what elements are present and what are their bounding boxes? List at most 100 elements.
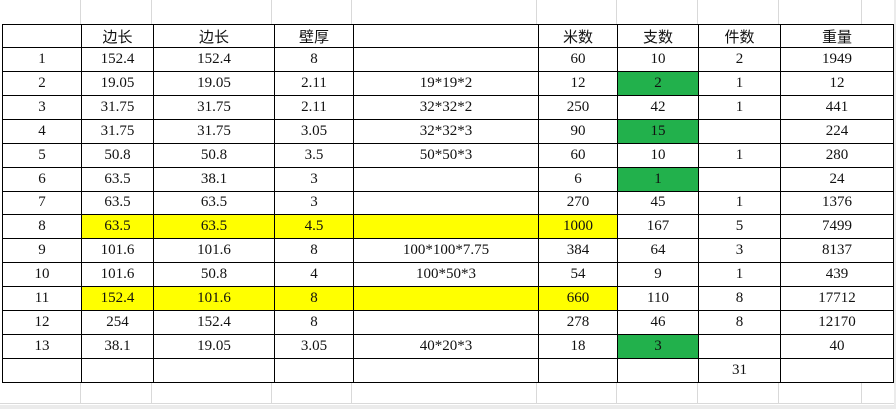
- table-cell[interactable]: 31.75: [81, 118, 154, 144]
- table-cell[interactable]: 254: [81, 310, 154, 336]
- table-cell[interactable]: 384: [538, 238, 618, 264]
- table-cell[interactable]: [353, 166, 539, 192]
- table-cell[interactable]: 8: [274, 310, 354, 336]
- table-cell[interactable]: 63.5: [153, 190, 275, 216]
- table-cell[interactable]: 8: [274, 286, 354, 312]
- table-cell[interactable]: 12: [780, 70, 894, 96]
- table-cell[interactable]: 278: [538, 310, 618, 336]
- table-cell[interactable]: 6: [538, 166, 618, 192]
- header-cell-bundles[interactable]: 件数: [698, 24, 781, 48]
- table-cell[interactable]: 63.5: [81, 214, 154, 240]
- table-cell[interactable]: 3: [698, 238, 781, 264]
- table-cell[interactable]: 167: [617, 214, 699, 240]
- table-cell[interactable]: 152.4: [81, 47, 154, 72]
- table-cell[interactable]: 2: [617, 70, 699, 96]
- table-cell[interactable]: 660: [538, 286, 618, 312]
- table-cell[interactable]: 1376: [780, 190, 894, 216]
- table-cell[interactable]: 45: [617, 190, 699, 216]
- table-cell[interactable]: 5: [698, 214, 781, 240]
- table-cell[interactable]: 90: [538, 118, 618, 144]
- table-cell[interactable]: 31.75: [153, 94, 275, 120]
- table-cell[interactable]: 64: [617, 238, 699, 264]
- table-cell[interactable]: 8: [274, 238, 354, 264]
- table-cell[interactable]: 54: [538, 262, 618, 288]
- table-cell[interactable]: 3: [274, 166, 354, 192]
- table-cell[interactable]: 1: [698, 262, 781, 288]
- table-cell[interactable]: [274, 357, 354, 384]
- table-cell[interactable]: 32*32*3: [353, 118, 539, 144]
- table-cell[interactable]: 31: [698, 357, 781, 384]
- row-number-cell[interactable]: 4: [2, 118, 82, 144]
- row-number-cell[interactable]: 6: [2, 166, 82, 192]
- table-cell[interactable]: 1000: [538, 214, 618, 240]
- table-cell[interactable]: 441: [780, 94, 894, 120]
- table-cell[interactable]: 3.05: [274, 334, 354, 359]
- table-cell[interactable]: 17712: [780, 286, 894, 312]
- table-cell[interactable]: 40*20*3: [353, 334, 539, 359]
- table-cell[interactable]: 15: [617, 118, 699, 144]
- table-cell[interactable]: 38.1: [81, 334, 154, 359]
- table-cell[interactable]: [698, 334, 781, 359]
- table-cell[interactable]: 3.05: [274, 118, 354, 144]
- table-cell[interactable]: [353, 357, 539, 384]
- table-cell[interactable]: 101.6: [81, 262, 154, 288]
- table-cell[interactable]: 60: [538, 142, 618, 168]
- table-cell[interactable]: 101.6: [153, 286, 275, 312]
- table-cell[interactable]: 152.4: [153, 310, 275, 336]
- table-cell[interactable]: 101.6: [153, 238, 275, 264]
- header-cell-side-a[interactable]: 边长: [81, 24, 154, 48]
- table-cell[interactable]: 1: [698, 70, 781, 96]
- table-cell[interactable]: [353, 47, 539, 72]
- table-cell[interactable]: [780, 357, 894, 384]
- table-cell[interactable]: 31.75: [153, 118, 275, 144]
- table-cell[interactable]: 40: [780, 334, 894, 359]
- table-cell[interactable]: 250: [538, 94, 618, 120]
- row-number-cell[interactable]: 13: [2, 334, 82, 359]
- header-cell-pieces[interactable]: 支数: [617, 24, 699, 48]
- table-cell[interactable]: 10: [617, 142, 699, 168]
- table-cell[interactable]: 9: [617, 262, 699, 288]
- table-cell[interactable]: 31.75: [81, 94, 154, 120]
- table-cell[interactable]: 8137: [780, 238, 894, 264]
- row-number-cell[interactable]: 2: [2, 70, 82, 96]
- table-cell[interactable]: 152.4: [81, 286, 154, 312]
- table-cell[interactable]: [353, 214, 539, 240]
- table-cell[interactable]: 3.5: [274, 142, 354, 168]
- table-cell[interactable]: [353, 190, 539, 216]
- table-cell[interactable]: 24: [780, 166, 894, 192]
- table-cell[interactable]: 38.1: [153, 166, 275, 192]
- table-cell[interactable]: 19.05: [153, 334, 275, 359]
- table-cell[interactable]: [538, 357, 618, 384]
- table-cell[interactable]: 100*50*3: [353, 262, 539, 288]
- table-cell[interactable]: 42: [617, 94, 699, 120]
- table-cell[interactable]: 50.8: [153, 142, 275, 168]
- table-cell[interactable]: 19*19*2: [353, 70, 539, 96]
- table-cell[interactable]: 63.5: [153, 214, 275, 240]
- table-cell[interactable]: 19.05: [153, 70, 275, 96]
- table-cell[interactable]: 60: [538, 47, 618, 72]
- table-cell[interactable]: 4.5: [274, 214, 354, 240]
- table-cell[interactable]: 50.8: [81, 142, 154, 168]
- row-number-cell[interactable]: 7: [2, 190, 82, 216]
- table-cell[interactable]: [698, 118, 781, 144]
- row-number-cell[interactable]: [2, 357, 82, 384]
- table-cell[interactable]: 110: [617, 286, 699, 312]
- table-cell[interactable]: 3: [274, 190, 354, 216]
- table-cell[interactable]: [698, 166, 781, 192]
- row-number-cell[interactable]: 5: [2, 142, 82, 168]
- table-cell[interactable]: 63.5: [81, 190, 154, 216]
- table-cell[interactable]: 152.4: [153, 47, 275, 72]
- table-cell[interactable]: 10: [617, 47, 699, 72]
- table-cell[interactable]: 439: [780, 262, 894, 288]
- table-cell[interactable]: 12170: [780, 310, 894, 336]
- header-cell-side-b[interactable]: 边长: [153, 24, 275, 48]
- table-cell[interactable]: 50*50*3: [353, 142, 539, 168]
- table-cell[interactable]: [353, 310, 539, 336]
- table-cell[interactable]: 2.11: [274, 70, 354, 96]
- table-cell[interactable]: 4: [274, 262, 354, 288]
- table-cell[interactable]: 63.5: [81, 166, 154, 192]
- row-number-cell[interactable]: 1: [2, 47, 82, 72]
- table-cell[interactable]: 8: [274, 47, 354, 72]
- table-cell[interactable]: 1949: [780, 47, 894, 72]
- header-cell-rownum[interactable]: [2, 24, 82, 48]
